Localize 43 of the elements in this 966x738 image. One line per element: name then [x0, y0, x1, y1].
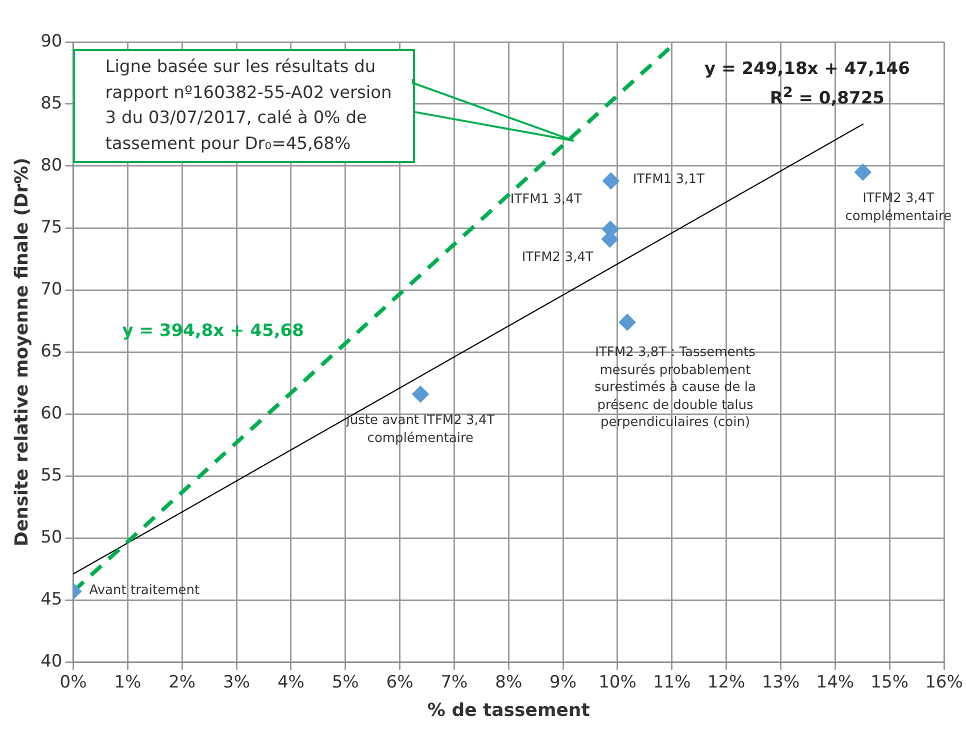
y-tick-label: 65 — [40, 341, 62, 362]
callout-box: Ligne basée sur les résultats du rapport nº160382-55-A02 version 3 du 03/07/2017, calé à 0% de tassement pour Dr₀=45,68% — [73, 49, 416, 164]
annotation: ITFM1 3,4T — [510, 191, 583, 209]
annotation: juste avant ITFM2 3,4T complémentaire — [345, 412, 496, 448]
x-tick-label: 14% — [816, 672, 854, 693]
x-tick-label: 16% — [925, 672, 963, 693]
annotation: ITFM2 3,4T — [522, 249, 594, 267]
x-tick-label: 11% — [652, 672, 691, 693]
y-tick-label: 85 — [40, 93, 62, 114]
y-tick-label: 70 — [40, 279, 62, 300]
x-tick-label: 12% — [707, 672, 746, 693]
x-tick-label: 9% — [550, 672, 577, 693]
point — [602, 172, 620, 190]
x-tick-label: 15% — [870, 672, 908, 693]
x-axis-title: % de tassement — [427, 700, 590, 721]
y-axis-title: Densite relative moyenne finale (Dr%) — [11, 158, 32, 546]
annotation: Avant traitement — [89, 582, 201, 600]
annotation: ITFM2 3,8T : Tassements mesurés probablement surestimés à cause de la présenc de double talus perpendiculaires (coin) — [594, 344, 757, 432]
x-tick-label: 4% — [277, 672, 304, 693]
x-tick-label: 7% — [440, 672, 468, 693]
annotation: ITFM2 3,4T complémentaire — [844, 190, 953, 226]
x-tick-label: 0% — [60, 672, 87, 693]
y-tick-label: 55 — [40, 465, 62, 486]
x-tick-label: 2% — [168, 672, 196, 693]
annotation: R$^{2}$ = 0,8725 — [770, 84, 886, 111]
y-tick-label: 80 — [40, 155, 62, 176]
y-tick-label: 45 — [40, 589, 62, 610]
y-tick-label: 75 — [40, 217, 62, 238]
y-tick-label: 50 — [40, 527, 62, 548]
point — [618, 314, 636, 331]
x-tick-label: 6% — [386, 672, 414, 693]
y-tick-label: 60 — [40, 403, 62, 424]
x-tick-label: 10% — [598, 672, 636, 693]
x-tick-label: 5% — [332, 672, 359, 693]
x-tick-label: 8% — [495, 672, 522, 693]
annotation: y = 249,18x + 47,146 — [704, 58, 911, 82]
y-tick-label: 40 — [40, 651, 62, 672]
x-tick-label: 13% — [762, 672, 800, 693]
annotation: y = 394,8x + 45,68 — [122, 320, 305, 343]
x-tick-label: 1% — [114, 672, 142, 693]
x-tick-label: 3% — [223, 672, 250, 693]
annotation: ITFM1 3,1T — [632, 170, 706, 188]
y-tick-label: 90 — [40, 31, 62, 52]
